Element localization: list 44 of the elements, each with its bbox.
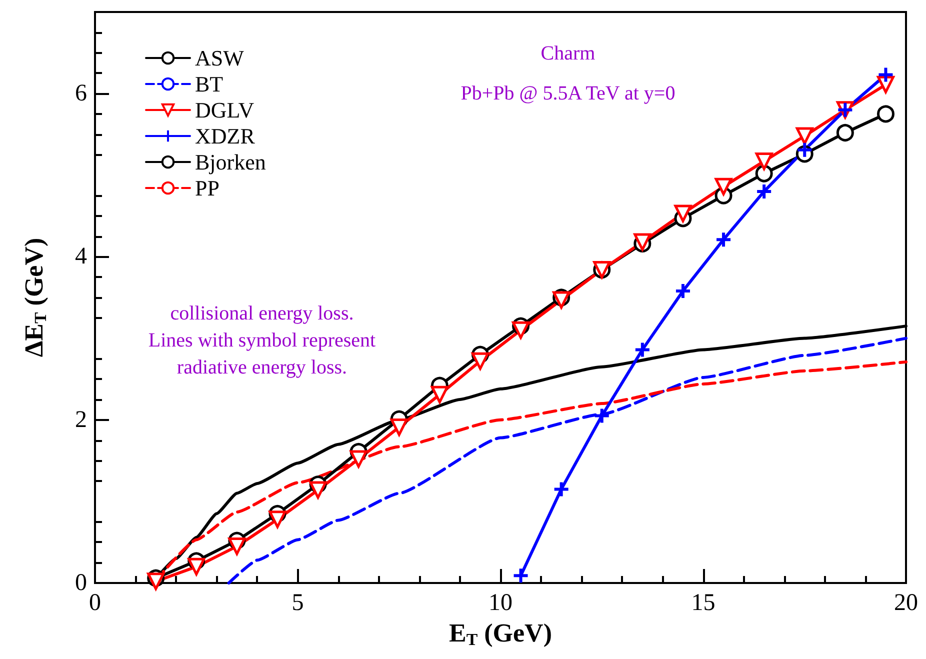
point bbox=[188, 558, 206, 576]
point bbox=[755, 152, 773, 170]
point bbox=[309, 481, 327, 499]
legend-label: DGLV bbox=[195, 98, 254, 122]
point bbox=[876, 105, 894, 123]
point bbox=[552, 480, 570, 498]
x-tick-label: 15 bbox=[691, 590, 716, 616]
annotation: Pb+Pb @ 5.5A TeV at y=0 bbox=[460, 82, 676, 104]
point bbox=[593, 407, 610, 424]
legend-label: BT bbox=[195, 72, 224, 96]
point bbox=[756, 182, 773, 200]
legend-label: XDZR bbox=[195, 124, 256, 148]
point bbox=[228, 538, 246, 556]
point bbox=[836, 124, 854, 142]
x-tick-label: 20 bbox=[894, 590, 918, 616]
point bbox=[634, 341, 651, 358]
point bbox=[877, 66, 894, 84]
y-tick-label: 2 bbox=[75, 406, 87, 433]
x-tick-label: 5 bbox=[292, 590, 304, 616]
point bbox=[350, 450, 368, 468]
annotation: Charm bbox=[540, 42, 596, 64]
point bbox=[796, 127, 814, 145]
y-tick-label: 0 bbox=[75, 570, 87, 596]
y-axis-title: ΔET (GeV) bbox=[20, 238, 50, 358]
point bbox=[390, 418, 408, 436]
point bbox=[430, 386, 448, 404]
point bbox=[715, 231, 732, 248]
point bbox=[674, 282, 692, 300]
annotation: collisional energy loss. Lines with symbol represent radiative energy loss. bbox=[148, 302, 376, 378]
point bbox=[714, 178, 732, 196]
x-tick-label: 10 bbox=[488, 590, 512, 616]
point bbox=[147, 572, 165, 590]
y-tick-label: 4 bbox=[75, 244, 87, 270]
point bbox=[471, 352, 489, 370]
point bbox=[796, 141, 814, 158]
y-tick-label: 6 bbox=[75, 80, 87, 107]
point bbox=[755, 164, 773, 182]
point bbox=[674, 204, 692, 222]
legend-label: ASW bbox=[195, 46, 244, 70]
point bbox=[512, 567, 530, 584]
point bbox=[512, 321, 530, 339]
legend-label: Bjorken bbox=[195, 150, 266, 174]
legend-label: PP bbox=[195, 176, 220, 200]
point bbox=[268, 510, 286, 528]
